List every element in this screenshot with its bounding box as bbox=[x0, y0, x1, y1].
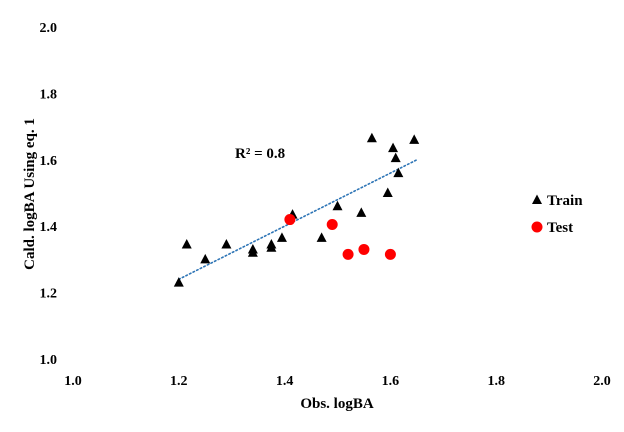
y-tick-label: 1.8 bbox=[40, 87, 58, 102]
legend-test-marker bbox=[531, 221, 543, 233]
x-tick-label: 2.0 bbox=[593, 374, 611, 389]
y-tick-label: 2.0 bbox=[40, 21, 58, 36]
train-point bbox=[247, 243, 258, 254]
train-point bbox=[388, 142, 399, 153]
train-point bbox=[356, 207, 367, 217]
train-point bbox=[276, 232, 287, 242]
legend-train-marker bbox=[532, 194, 542, 204]
x-tick-label: 1.8 bbox=[487, 374, 505, 389]
train-point bbox=[390, 152, 401, 163]
test-point bbox=[326, 219, 338, 231]
train-point bbox=[332, 200, 343, 211]
axes: 1.0 1.2 1.4 1.6 1.8 2.0 1.0 1.2 1.4 1.6 1.8 2.0 bbox=[40, 21, 611, 389]
trendline-layer bbox=[178, 159, 418, 281]
r-squared-annotation: R² = 0.8 bbox=[235, 146, 285, 162]
y-tick-label: 1.2 bbox=[40, 287, 58, 302]
train-point bbox=[366, 132, 377, 143]
train-point bbox=[221, 238, 232, 249]
x-axis-title: Obs. logBA bbox=[300, 396, 374, 412]
train-point bbox=[316, 232, 327, 242]
y-tick-label: 1.6 bbox=[40, 154, 58, 169]
y-tick-label: 1.0 bbox=[40, 353, 58, 368]
data-points bbox=[173, 132, 420, 287]
train-point bbox=[200, 253, 211, 264]
train-point bbox=[181, 238, 192, 249]
x-tick-label: 1.0 bbox=[64, 374, 82, 389]
trendline bbox=[178, 159, 418, 281]
train-point bbox=[266, 238, 277, 249]
x-tick-label: 1.2 bbox=[170, 374, 188, 389]
train-point bbox=[409, 134, 420, 144]
train-point bbox=[382, 187, 393, 197]
y-axis-title: Cald. logBA Using eq. 1 bbox=[22, 118, 38, 270]
x-tick-label: 1.6 bbox=[382, 374, 400, 389]
legend-label-test: Test bbox=[547, 220, 573, 236]
train-point bbox=[393, 167, 404, 178]
legend-label-train: Train bbox=[547, 193, 583, 209]
test-point bbox=[284, 214, 296, 226]
test-point bbox=[358, 243, 370, 255]
legend: Train Test bbox=[531, 193, 583, 236]
x-tick-label: 1.4 bbox=[276, 374, 294, 389]
test-point bbox=[342, 248, 354, 260]
test-point bbox=[384, 248, 396, 260]
y-tick-label: 1.4 bbox=[40, 220, 58, 235]
train-point bbox=[173, 277, 184, 287]
